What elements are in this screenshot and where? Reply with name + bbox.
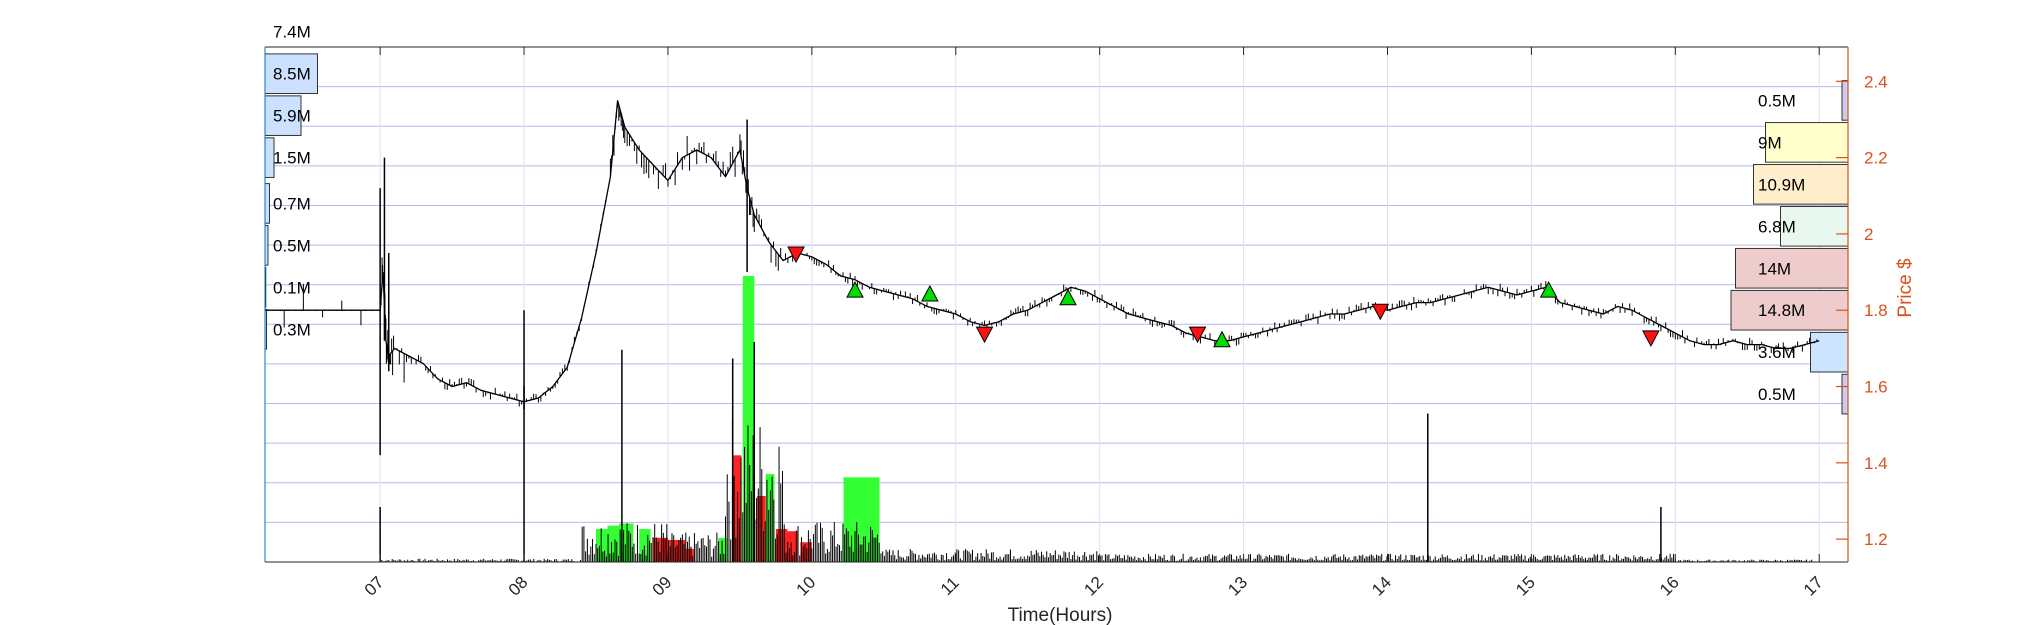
sell-signal-marker xyxy=(787,246,805,264)
right-profile-label: 10.9M xyxy=(1758,175,1805,194)
left-profile-label: 5.9M xyxy=(273,107,311,126)
right-profile-bar xyxy=(1735,247,1849,289)
left-profile-label: 0.7M xyxy=(273,194,311,213)
left-volume-profile: 7.4M 8.5M 5.9M 1.5M 0.7M 0.5M 0.1M 0.3M xyxy=(264,23,381,350)
left-profile-label: 7.4M xyxy=(273,23,311,42)
right-profile-bar xyxy=(1810,331,1849,373)
volume-spikes xyxy=(379,342,1813,562)
left-profile-label: 0.5M xyxy=(273,236,311,255)
volume-bar xyxy=(775,529,788,562)
right-profile-label: 6.8M xyxy=(1758,217,1796,236)
buy-signal-marker xyxy=(1059,288,1077,306)
sell-signal-marker xyxy=(1371,303,1390,321)
plot-background xyxy=(265,47,1848,562)
y-tick-label: 1.4 xyxy=(1864,454,1888,473)
volume-bar xyxy=(718,537,727,562)
axes xyxy=(264,46,1849,563)
volume-bar xyxy=(800,542,812,562)
volume-bar xyxy=(732,455,742,562)
plot-area xyxy=(265,47,1848,562)
buy-signal-marker xyxy=(846,281,864,298)
price-series xyxy=(264,100,1820,456)
right-profile-bar xyxy=(1841,373,1849,415)
left-profile-label: 1.5M xyxy=(273,149,311,168)
y-tick-label: 1.8 xyxy=(1864,301,1888,320)
right-profile-label: 3.6M xyxy=(1758,343,1796,362)
left-profile-label: 0.1M xyxy=(273,278,311,297)
volume-bar xyxy=(742,276,755,562)
volume-bar xyxy=(639,529,651,562)
buy-signal-marker xyxy=(921,284,939,302)
y-tick-label: 2 xyxy=(1864,225,1873,244)
volume-bar xyxy=(607,525,620,562)
sell-signal-marker xyxy=(975,326,994,344)
left-profile-label: 0.3M xyxy=(273,320,311,339)
y-axis-ticks: 1.2 1.4 1.6 1.8 2 2.2 2.4 xyxy=(1836,72,1888,549)
grid-lines xyxy=(265,47,1848,562)
volume-bar xyxy=(653,537,668,562)
right-volume-profile: 0.5M 9M 10.9M 6.8M 14M 14.8M 3.6M 0.5M xyxy=(1730,80,1849,415)
y-tick-label: 2.4 xyxy=(1864,72,1888,91)
right-profile-label: 9M xyxy=(1758,133,1782,152)
right-profile-bar xyxy=(1753,164,1849,205)
right-profile-label: 14.8M xyxy=(1758,301,1805,320)
y-tick-label: 2.2 xyxy=(1864,149,1888,168)
volume-bar xyxy=(785,531,798,562)
left-profile-bar xyxy=(264,95,302,136)
buy-signal-marker xyxy=(1539,281,1558,298)
left-profile-bar xyxy=(264,53,318,95)
trade-signals xyxy=(787,246,1660,348)
sell-signal-marker xyxy=(1188,326,1207,344)
y-axis-label: Price $ xyxy=(1895,258,1916,318)
right-profile-label: 0.5M xyxy=(1758,91,1796,110)
y-tick-label: 1.6 xyxy=(1864,378,1888,397)
volume-bar xyxy=(595,529,608,562)
right-profile-label: 0.5M xyxy=(1758,385,1796,404)
x-axis-label: Time(Hours) xyxy=(1008,605,1113,625)
right-profile-bar xyxy=(1730,289,1849,331)
right-profile-bar xyxy=(1841,80,1849,121)
left-profile-bar xyxy=(264,183,270,224)
left-profile-label: 8.5M xyxy=(273,65,311,84)
buy-signal-marker xyxy=(1213,330,1231,348)
sell-signal-marker xyxy=(1642,330,1660,347)
y-tick-label: 1.2 xyxy=(1864,530,1888,549)
right-profile-label: 14M xyxy=(1758,259,1791,278)
